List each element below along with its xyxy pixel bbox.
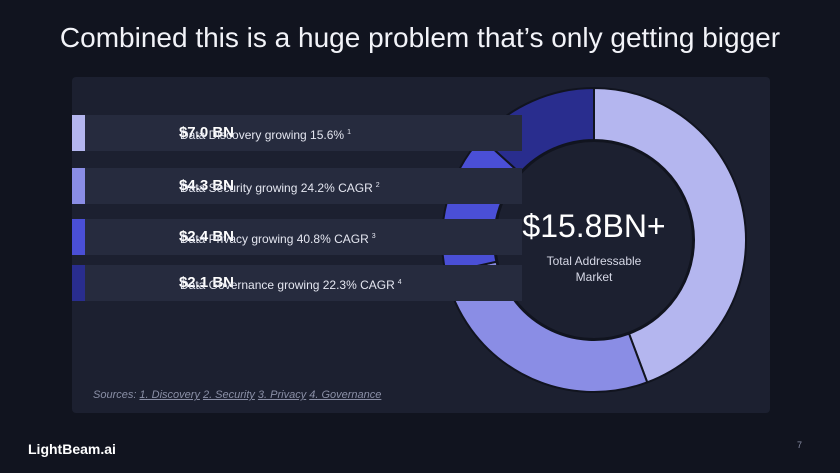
page-number: 7 xyxy=(797,440,803,450)
value-label: $7.0 BN xyxy=(178,124,234,141)
value-label: $2.4 BN xyxy=(178,228,234,245)
sources-label: Sources: xyxy=(93,389,137,401)
row: $2.4 BN Data Privacy growing 40.8% CAGR 3 xyxy=(72,219,522,255)
row: $2.1 BN Data Governance growing 22.3% CAG… xyxy=(72,265,522,301)
source-link[interactable]: 4. Governance xyxy=(309,389,382,401)
row-description: Data Governance growing 22.3% CAGR 4 xyxy=(180,265,402,303)
footnote: 1 xyxy=(347,129,351,136)
source-link[interactable]: 3. Privacy xyxy=(257,389,307,401)
center-value: $15.8BN+ xyxy=(522,208,666,244)
color-strip xyxy=(72,115,85,151)
slide-title: Combined this is a huge problem that’s o… xyxy=(59,22,781,53)
row-description: Data Privacy growing 40.8% CAGR 3 xyxy=(180,219,376,257)
sources: Sources: 1. Discovery 2. Security 3. Privac… xyxy=(93,389,381,401)
row: $4.3 BN Data Security growing 24.2% CAGR 2 xyxy=(72,168,522,204)
row-description: Data Security growing 24.2% CAGR 2 xyxy=(180,168,380,206)
row: $7.0 BN Data Discovery growing 15.6% 1 xyxy=(72,115,522,151)
color-strip xyxy=(72,265,85,301)
donut-segment xyxy=(479,86,595,175)
description-text: Data Privacy growing 40.8% CAGR xyxy=(180,232,369,246)
value-label: $4.3 BN xyxy=(178,177,234,194)
source-link[interactable]: 1. Discovery xyxy=(139,389,200,401)
value-label: $2.1 BN xyxy=(178,274,234,291)
description-text: Data Security growing 24.2% CAGR xyxy=(180,181,373,195)
source-link[interactable]: 2. Security xyxy=(202,389,255,401)
logo: LightBeam.ai xyxy=(28,441,116,457)
footnote: 4 xyxy=(397,279,402,286)
description-text: Data Discovery growing 15.6% xyxy=(180,128,345,142)
color-strip xyxy=(72,168,85,204)
footnote: 3 xyxy=(371,233,376,240)
row-description: Data Discovery growing 15.6% 1 xyxy=(180,115,351,153)
footnote: 2 xyxy=(375,182,380,189)
description-text: Data Governance growing 22.3% CAGR xyxy=(180,278,395,292)
color-strip xyxy=(72,219,85,255)
center-label: $15.8BN+ Total Addressable Market xyxy=(514,208,674,285)
center-caption: Total Addressable Market xyxy=(546,254,642,284)
